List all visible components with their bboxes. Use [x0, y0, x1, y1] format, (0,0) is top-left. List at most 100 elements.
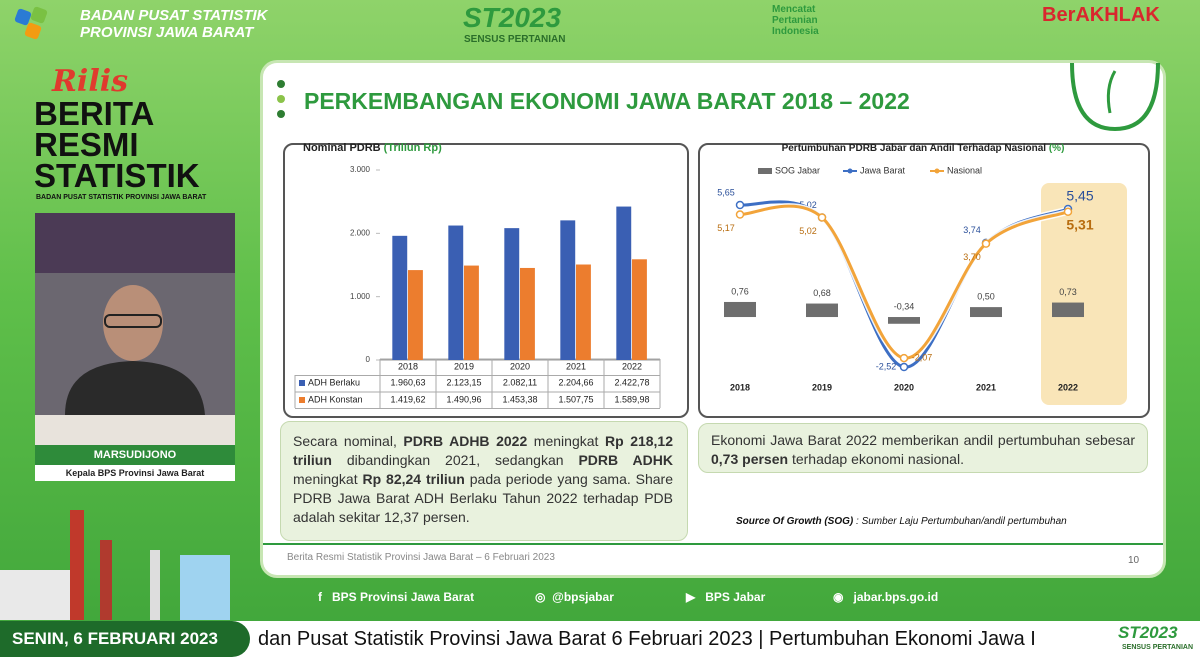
- slide-title: PERKEMBANGAN EKONOMI JAWA BARAT 2018 – 2…: [304, 88, 910, 114]
- legend-label: ADH Konstan: [308, 394, 363, 404]
- bar: [520, 267, 535, 360]
- legend-swatch: [847, 168, 853, 174]
- title-unit: (Triliun Rp): [381, 143, 442, 154]
- legend-label: SOG Jabar: [775, 165, 820, 175]
- y-tick-label: 1.000: [350, 292, 371, 301]
- brs-title: BERITA RESMI STATISTIK: [34, 95, 200, 192]
- sog-bar: [888, 317, 920, 324]
- text-run: meningkat: [293, 471, 363, 487]
- bar-chart: Nominal PDRB (Triliun Rp) 0 1.000 2.000 3.00…: [294, 143, 661, 409]
- rilis: Rilis: [52, 64, 129, 99]
- social-label: BPS Jabar: [705, 590, 766, 604]
- bar: [616, 206, 632, 360]
- legend-swatch: [758, 168, 772, 174]
- brs-sub: BADAN PUSAT STATISTIK PROVINSI JAWA BARA…: [36, 194, 207, 201]
- speaker-video: [35, 213, 235, 415]
- value-label: -0,34: [894, 301, 915, 311]
- text-run: Source Of Growth (SOG): [736, 516, 854, 527]
- text-run: 0,73 persen: [711, 451, 789, 467]
- bar: [560, 220, 576, 360]
- video-strip: [35, 415, 235, 445]
- value-label: 2.123,15: [446, 377, 481, 387]
- speaker-name: MARSUDIJONO: [35, 445, 235, 465]
- value-label: 0,50: [977, 291, 995, 301]
- value-label: 2.422,78: [614, 377, 649, 387]
- legend-swatch: [299, 380, 305, 386]
- text-run: PDRB ADHB 2022: [403, 433, 528, 449]
- social-facebook[interactable]: f BPS Provinsi Jawa Barat: [318, 590, 475, 604]
- x-tick-label: 2018: [730, 382, 750, 392]
- y-tick-label: 0: [366, 355, 371, 364]
- org-name: PROVINSI JAWA BARAT: [80, 24, 254, 41]
- bar: [632, 259, 647, 360]
- text-run: terhadap ekonomi nasional.: [788, 451, 964, 467]
- point: [1063, 207, 1073, 216]
- title-text: Pertumbuhan PDRB Jabar dan Andil Terhada…: [782, 143, 1047, 154]
- x-tick-label: 2019: [812, 382, 832, 392]
- footer-logo-sub: SENSUS PERTANIAN: [1122, 644, 1194, 651]
- legend-label: Nasional: [947, 165, 982, 175]
- speaker-role: Kepala BPS Provinsi Jawa Barat: [35, 465, 235, 481]
- x-tick-label: 2022: [1058, 382, 1078, 392]
- legend-label: ADH Berlaku: [308, 377, 360, 387]
- left-text: Secara nominal, PDRB ADHB 2022 meningkat…: [280, 421, 688, 541]
- bar: [464, 265, 479, 360]
- series-line: [739, 204, 1069, 360]
- x-tick-label: 2021: [566, 361, 586, 371]
- value-label: 5,02: [799, 200, 817, 210]
- footer-logo: ST2023: [1118, 623, 1178, 642]
- brs-line: RESMI: [34, 126, 139, 163]
- sog-bar: [806, 303, 838, 318]
- bar: [576, 264, 591, 360]
- bar: [504, 228, 520, 360]
- bar: [408, 270, 423, 360]
- title-dots: [277, 80, 285, 118]
- value-label: 3,70: [963, 252, 981, 262]
- line-halo: [739, 203, 1070, 362]
- x-tick-label: 2022: [622, 361, 642, 371]
- date-badge: SENIN, 6 FEBRUARI 2023: [0, 621, 250, 657]
- social-web[interactable]: ◉ jabar.bps.go.id: [833, 590, 939, 604]
- x-tick-label: 2021: [976, 382, 996, 392]
- social-instagram[interactable]: ◎ @bpsjabar: [535, 590, 614, 604]
- text-run: Rp 82,24 triliun: [362, 471, 465, 487]
- chart-title: Pertumbuhan PDRB Jabar dan Andil Terhada…: [782, 143, 1065, 154]
- legend-swatch: [934, 168, 940, 174]
- value-label: 1.589,98: [614, 394, 649, 404]
- chart-title: Nominal PDRB (Triliun Rp): [303, 143, 442, 154]
- value-label: -2,52: [876, 361, 897, 371]
- value-label: 1.453,38: [502, 394, 537, 404]
- text-run: meningkat: [527, 433, 605, 449]
- value-label: 1.507,75: [558, 394, 593, 404]
- text-run: PDRB ADHK: [578, 452, 673, 468]
- point: [899, 353, 909, 363]
- value-label: -2,07: [912, 352, 933, 362]
- social-label: BPS Provinsi Jawa Barat: [332, 590, 475, 604]
- corner-emblem: [1070, 63, 1160, 132]
- point: [899, 362, 909, 372]
- value-label: 3,74: [963, 225, 981, 235]
- value-label: 5,45: [1066, 188, 1093, 204]
- slide-page: 10: [1128, 555, 1140, 566]
- city-illustration: [0, 510, 230, 620]
- value-label: 5,17: [717, 223, 735, 233]
- point: [981, 239, 991, 248]
- social-label: jabar.bps.go.id: [853, 590, 939, 604]
- st-logo: ST2023: [463, 2, 562, 33]
- slide-rule: [263, 543, 1163, 545]
- brs-line: BERITA: [34, 95, 155, 132]
- value-label: 1.419,62: [390, 394, 425, 404]
- sog-bar: [970, 307, 1002, 318]
- ticker-text: dan Pusat Statistik Provinsi Jawa Barat …: [258, 628, 1036, 650]
- highlight-band: [1041, 183, 1127, 405]
- value-label: 5,02: [799, 226, 817, 236]
- bar: [392, 235, 408, 360]
- x-tick-label: 2018: [398, 361, 418, 371]
- text-run: Secara nominal,: [293, 433, 404, 449]
- org-name: BADAN PUSAT STATISTIK: [80, 7, 268, 24]
- legend-swatch: [299, 397, 305, 403]
- social-youtube[interactable]: ▶ BPS Jabar: [686, 590, 766, 604]
